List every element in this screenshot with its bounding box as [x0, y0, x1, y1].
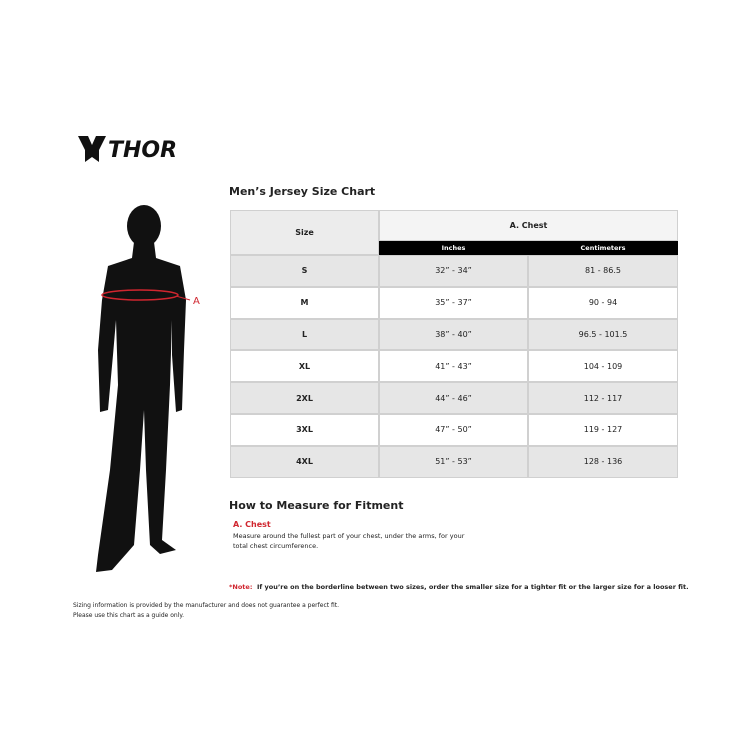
measure-cell: 112 - 117	[528, 382, 678, 414]
measure-cell: 35” - 37”	[379, 286, 528, 319]
header-size: Size	[230, 210, 379, 255]
size-cell: 2XL	[230, 382, 379, 414]
measure-cell: 90 - 94	[528, 286, 678, 319]
chest-label: A	[193, 296, 200, 307]
measure-cell: 38” - 40”	[379, 318, 528, 351]
note-text: If you’re on the borderline between two …	[257, 583, 689, 591]
measure-title: How to Measure for Fitment	[229, 499, 404, 512]
header-unit: Centimeters	[528, 241, 678, 255]
measure-cell: 47” - 50”	[379, 414, 528, 446]
size-cell: S	[230, 255, 379, 287]
measure-cell: 41” - 43”	[379, 350, 528, 383]
measure-cell: 44” - 46”	[379, 382, 528, 414]
measure-cell: 104 - 109	[528, 350, 678, 383]
figure-body	[96, 242, 186, 572]
measure-text: Measure around the fullest part of your …	[233, 532, 465, 540]
table-title: Men’s Jersey Size Chart	[229, 185, 376, 198]
size-cell: 4XL	[230, 445, 379, 478]
size-cell: 3XL	[230, 414, 379, 446]
size-cell: XL	[230, 350, 379, 383]
measure-cell: 32” - 34”	[379, 255, 528, 287]
logo-text: THOR	[108, 138, 177, 163]
measure-cell: 81 - 86.5	[528, 255, 678, 287]
measure-label: A. Chest	[233, 520, 271, 529]
note-label: *Note:	[229, 583, 253, 591]
header-unit: Inches	[379, 241, 528, 255]
measure-text: total chest circumference.	[233, 542, 319, 550]
logo-icon	[78, 136, 106, 162]
disclaimer: Sizing information is provided by the ma…	[73, 602, 340, 609]
figure-head	[127, 205, 161, 247]
measure-cell: 51” - 53”	[379, 445, 528, 478]
header-group: A. Chest	[379, 210, 678, 241]
chest-marker	[101, 289, 179, 301]
measure-cell: 119 - 127	[528, 414, 678, 446]
size-cell: M	[230, 286, 379, 319]
measure-cell: 128 - 136	[528, 445, 678, 478]
measure-cell: 96.5 - 101.5	[528, 318, 678, 351]
size-cell: L	[230, 318, 379, 351]
chest-pointer	[175, 295, 191, 301]
disclaimer: Please use this chart as a guide only.	[73, 612, 184, 619]
